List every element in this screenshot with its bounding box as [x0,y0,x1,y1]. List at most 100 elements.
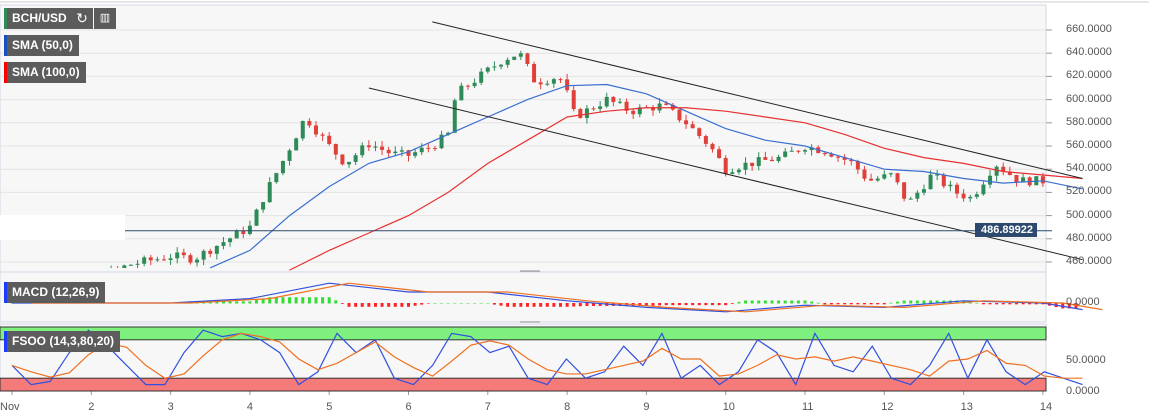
candle-body [928,174,933,190]
candle-body [446,132,451,135]
candle-body [241,230,246,235]
macd-histogram-bar [697,303,701,306]
candle-body [228,238,233,243]
candle-body [327,135,332,144]
macd-histogram-bar [638,303,642,306]
macd-histogram-bar [367,303,371,307]
macd-histogram-bar [532,303,536,307]
candle-body [1048,183,1052,186]
macd-histogram-bar [882,303,886,305]
sma100-line [289,107,1083,271]
channel-upper-line [432,21,1083,179]
macd-histogram-bar [413,303,417,306]
candle-body [155,259,160,261]
macd-histogram-bar [843,303,847,305]
sma50-label[interactable]: SMA (50,0) [4,35,79,56]
stoch-d-line [11,332,1083,379]
candle-body [664,103,669,105]
candle-body [148,257,153,261]
candle-body [161,259,166,261]
macd-histogram-bar [241,301,245,304]
stoch-tick: 50.0000 [1066,354,1106,366]
candle-body [234,230,239,239]
macd-label[interactable]: MACD (12,26,9) [4,282,106,303]
candle-body [340,154,345,165]
macd-histogram-bar [803,300,807,304]
candle-body [333,143,338,155]
candle-body [512,56,517,60]
candle-body [1001,166,1006,172]
x-tick: 14 [1039,401,1053,413]
macd-histogram-bar [466,303,470,304]
candle-body [756,157,761,167]
candle-body [988,175,993,185]
x-tick: 7 [484,401,491,413]
macd-histogram-bar [757,300,761,304]
candle-body [247,225,252,235]
fsoo-label[interactable]: FSOO (14,3,80,20) [4,331,121,352]
macd-histogram-bar [750,300,754,304]
symbol-label[interactable]: BCH/USD [4,8,73,29]
candle-body [809,147,814,151]
sma50-line [210,83,1083,269]
macd-histogram-bar [307,297,311,304]
macd-histogram-bar [856,303,860,305]
x-tick: 6 [405,401,412,413]
candle-body [631,110,636,115]
macd-histogram-bar [492,303,496,305]
price-tick: 600.0000 [1066,92,1112,105]
candle-body [974,194,979,197]
candle-body [532,63,537,83]
candle-body [287,150,292,161]
candle-body [168,258,173,260]
candle-body [393,151,398,154]
macd-histogram-bar [823,303,827,305]
macd-histogram-bar [380,303,384,307]
candle-body [208,250,213,254]
candle-body [730,172,735,174]
sma100-label[interactable]: SMA (100,0) [4,62,86,83]
macd-histogram-bar [836,303,840,305]
macd-histogram-bar [684,303,688,306]
macd-histogram-bar [261,298,265,304]
candle-body [776,156,781,162]
candle-body [366,145,371,148]
macd-histogram-bar [321,297,325,304]
macd-histogram-bar [459,303,463,304]
x-tick: 11 [802,401,814,413]
price-tick: 580.0000 [1066,115,1112,128]
bar-chart-icon[interactable]: ▥ [94,8,116,29]
macd-histogram-bar [710,303,714,306]
stoch-k-line [11,329,1083,386]
macd-histogram-bar [360,303,364,307]
refresh-icon[interactable]: ↻ [71,8,93,29]
macd-histogram-bar [1028,303,1032,305]
candle-body [406,150,411,156]
candle-body [300,121,305,139]
candle-body [274,173,279,183]
candle-body [935,174,940,176]
candle-body [128,264,133,266]
macd-histogram-bar [314,297,318,304]
macd-histogram-bar [935,300,939,304]
macd-histogram-bar [578,303,582,307]
macd-histogram-bar [294,297,298,304]
candle-body [743,162,748,170]
candle-body [796,150,801,152]
candle-body [492,66,497,68]
x-tick: Nov [0,401,20,413]
candle-body [413,152,418,156]
macd-histogram-bar [585,303,589,306]
macd-histogram-bar [849,303,853,305]
panel-0 [0,4,1047,274]
x-tick: 12 [881,401,894,413]
macd-histogram-bar [876,303,880,305]
macd-histogram-bar [440,303,444,304]
macd-histogram-bar [228,301,232,304]
macd-histogram-bar [235,301,239,304]
macd-histogram-bar [796,300,800,304]
x-tick: 13 [960,401,973,413]
candle-body [135,263,140,265]
candle-body [1054,186,1058,188]
